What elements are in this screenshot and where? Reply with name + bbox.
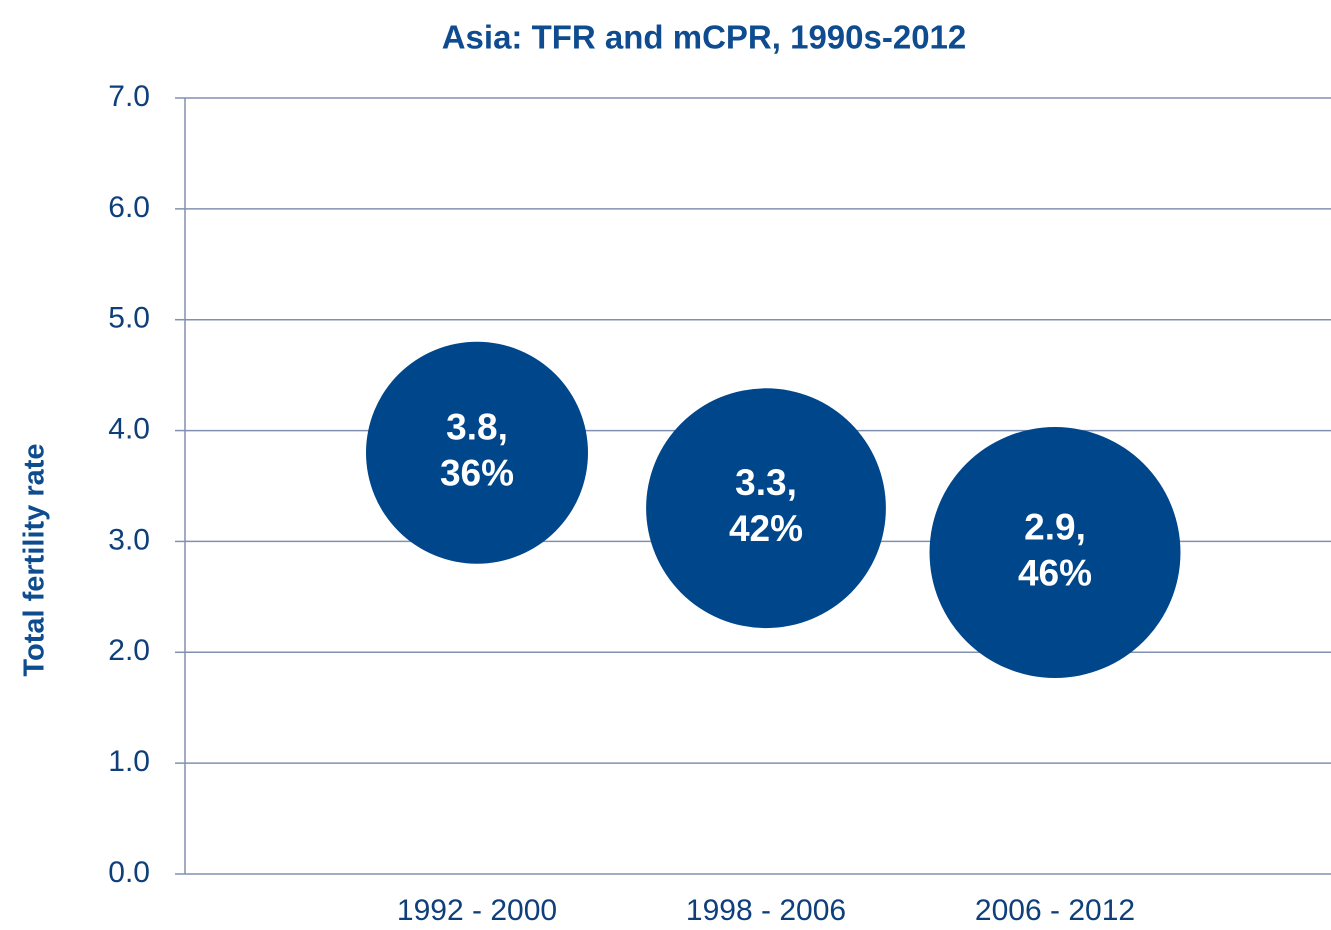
bubble — [366, 341, 588, 564]
data-label: 46% — [1018, 552, 1092, 593]
y-tick-label: 1.0 — [108, 745, 150, 778]
y-tick-label: 5.0 — [108, 302, 150, 335]
y-tick-label: 7.0 — [108, 80, 150, 113]
data-label: 3.3, — [735, 462, 797, 503]
x-tick-label: 1992 - 2000 — [397, 894, 557, 927]
y-tick-label: 4.0 — [108, 412, 150, 445]
data-label: 2.9, — [1024, 506, 1086, 547]
bubble — [646, 388, 886, 629]
bubble — [929, 427, 1181, 678]
x-tick-label: 1998 - 2006 — [686, 894, 846, 927]
data-label: 42% — [729, 508, 803, 549]
data-label: 36% — [440, 453, 514, 494]
data-label: 3.8, — [446, 407, 508, 448]
chart-title: Asia: TFR and mCPR, 1990s-2012 — [442, 19, 967, 56]
y-tick-label: 0.0 — [108, 856, 150, 889]
x-tick-label: 2006 - 2012 — [975, 894, 1135, 927]
y-tick-label: 3.0 — [108, 523, 150, 556]
y-axis-title: Total fertility rate — [19, 443, 51, 676]
y-tick-label: 2.0 — [108, 634, 150, 667]
y-tick-label: 6.0 — [108, 191, 150, 224]
